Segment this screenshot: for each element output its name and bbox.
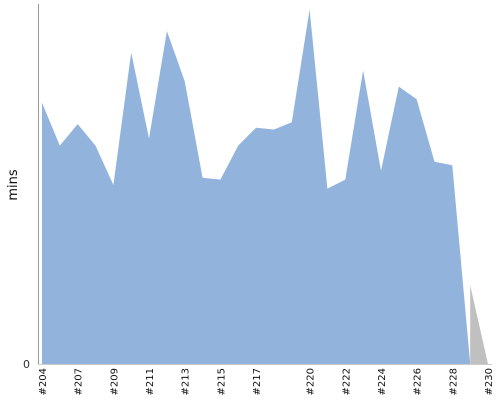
x-tick-label: #224 — [377, 368, 388, 395]
x-tick-label: #213 — [181, 368, 192, 395]
x-tick-label: #204 — [38, 368, 49, 395]
y-axis-title: mins — [6, 169, 21, 201]
x-tick-label: #215 — [216, 368, 227, 395]
x-tick-label: #230 — [484, 368, 495, 395]
x-tick-labels: #204 #207 #209 #211 #213 #215 #217 #220 #222 #224… — [38, 368, 495, 395]
area-series-0 — [42, 9, 471, 364]
x-tick-label: #211 — [145, 368, 156, 395]
chart-areas — [42, 9, 488, 364]
y-tick-label-zero: 0 — [23, 358, 30, 371]
x-tick-label: #217 — [252, 368, 263, 395]
x-tick-label: #222 — [341, 368, 352, 395]
x-tick-label: #228 — [448, 368, 459, 395]
x-tick-label: #226 — [413, 368, 424, 395]
x-tick-label: #220 — [306, 368, 317, 395]
x-tick-label: #207 — [74, 368, 85, 395]
area-series-1 — [470, 285, 488, 364]
x-tick-label: #209 — [109, 368, 120, 395]
